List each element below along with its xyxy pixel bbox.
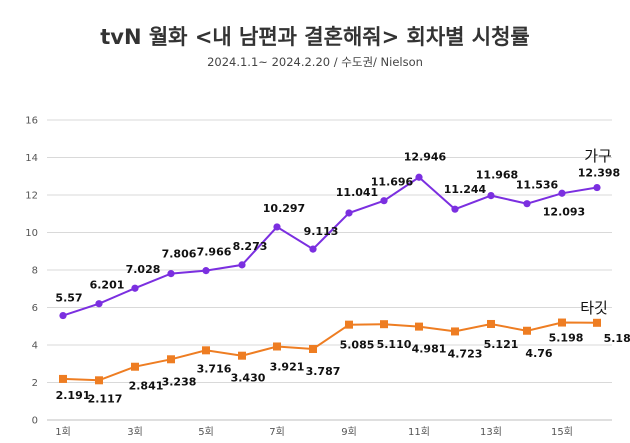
data-label: 11.536 <box>516 179 559 192</box>
data-label: 5.57 <box>55 292 82 305</box>
series-label: 가구 <box>584 147 612 165</box>
data-label: 3.716 <box>197 362 232 375</box>
y-tick-label: 4 <box>32 341 38 352</box>
point-marker <box>345 209 353 217</box>
data-label: 11.041 <box>336 186 378 199</box>
point-marker <box>380 320 388 329</box>
point-marker <box>451 205 459 213</box>
series-line-1 <box>62 321 598 382</box>
x-tick-label: 11회 <box>408 426 430 438</box>
data-label: 2.841 <box>129 380 164 393</box>
y-tick-label: 2 <box>32 378 38 389</box>
grid <box>47 119 612 383</box>
y-tick-label: 0 <box>32 416 38 427</box>
point-marker <box>59 374 67 383</box>
x-tick-label: 9회 <box>341 426 357 438</box>
y-tick-label: 6 <box>32 303 38 314</box>
data-label: 12.398 <box>578 167 620 180</box>
point-marker <box>309 245 317 253</box>
data-label: 2.117 <box>88 392 123 405</box>
point-marker <box>487 192 495 200</box>
point-marker <box>593 183 601 192</box>
point-marker <box>167 355 175 364</box>
y-tick-label: 14 <box>25 153 38 164</box>
data-label: 10.297 <box>263 202 305 215</box>
point-marker <box>380 197 388 205</box>
data-label: 5.121 <box>484 338 519 351</box>
point-marker <box>167 270 175 278</box>
x-tick-label: 5회 <box>198 426 214 438</box>
data-label: 2.191 <box>56 389 91 402</box>
data-label: 11.696 <box>371 176 414 189</box>
y-tick-label: 10 <box>25 228 38 239</box>
y-tick-label: 16 <box>25 116 38 127</box>
point-marker <box>487 319 495 328</box>
data-label: 11.968 <box>476 169 518 182</box>
data-label: 4.723 <box>448 347 483 360</box>
x-tick-label: 13회 <box>480 426 502 438</box>
point-marker <box>523 200 531 208</box>
data-label: 7.966 <box>197 246 232 259</box>
data-label: 4.981 <box>412 343 447 356</box>
data-label: 3.921 <box>270 360 305 373</box>
y-tick-label: 8 <box>32 266 38 277</box>
point-marker <box>95 376 103 385</box>
data-label: 5.110 <box>377 338 412 351</box>
data-label: 4.76 <box>525 347 552 360</box>
series-label: 타깃 <box>580 299 608 317</box>
point-marker <box>415 322 423 331</box>
chart-title: tvN 월화 <내 남편과 결혼해줘> 회차별 시청률 <box>100 25 529 49</box>
point-marker <box>415 173 423 181</box>
point-marker <box>95 300 103 308</box>
point-marker <box>593 318 601 327</box>
data-label: 3.787 <box>306 365 341 378</box>
point-marker <box>273 342 281 351</box>
data-label: 3.430 <box>231 372 266 385</box>
data-label: 9.113 <box>304 225 339 238</box>
x-tick-label: 7회 <box>269 426 285 438</box>
data-label: 5.198 <box>549 332 584 345</box>
chart-subtitle: 2024.1.1~ 2024.2.20 / 수도권/ Nielson <box>207 55 423 69</box>
data-label: 5.085 <box>340 339 375 352</box>
point-marker <box>131 284 139 292</box>
point-marker <box>451 327 459 336</box>
point-marker <box>238 261 246 269</box>
point-marker <box>558 189 566 197</box>
point-marker <box>131 362 139 371</box>
point-marker <box>558 318 566 327</box>
data-label: 12.946 <box>404 150 447 163</box>
data-label: 12.093 <box>543 205 585 218</box>
series-line-0 <box>62 176 598 317</box>
data-label: 7.806 <box>162 248 197 261</box>
point-marker <box>202 346 210 355</box>
point-marker <box>523 326 531 335</box>
point-marker <box>238 351 246 360</box>
point-marker <box>309 344 317 353</box>
data-label: 8.273 <box>233 240 268 253</box>
data-label: 7.028 <box>126 263 161 276</box>
data-label: 11.244 <box>444 183 487 196</box>
data-label: 6.201 <box>90 279 125 292</box>
x-tick-label: 1회 <box>55 426 71 438</box>
data-label: 5.184 <box>604 332 630 345</box>
point-marker <box>202 267 210 275</box>
point-marker <box>345 320 353 329</box>
x-tick-label: 3회 <box>127 426 143 438</box>
data-label: 3.238 <box>162 375 197 388</box>
axes: 0 2 4 6 8 10 12 14 16 1회 3회 5회 7회 9회 11회 13회 15회 <box>25 116 612 438</box>
point-marker <box>273 223 281 231</box>
point-marker <box>59 311 67 320</box>
y-tick-label: 12 <box>25 191 38 202</box>
x-tick-label: 15회 <box>551 426 573 438</box>
series <box>59 173 601 385</box>
